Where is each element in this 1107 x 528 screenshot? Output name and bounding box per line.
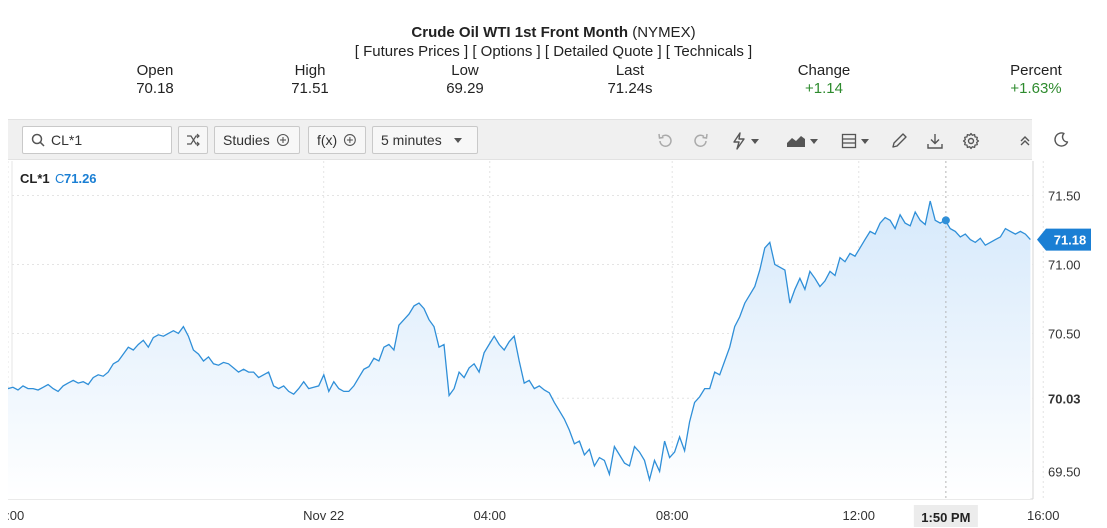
- crosshair-point: [941, 216, 950, 225]
- collapse-icon[interactable]: [1014, 130, 1036, 152]
- price-chart-svg[interactable]: 71.50 71.00 70.50 70.03 69.50 20:00 Nov 22 04:0…: [0, 161, 1107, 528]
- y-tick-label: 69.50: [1048, 464, 1081, 479]
- redo-icon[interactable]: [690, 130, 712, 152]
- last-price-tag: [1037, 228, 1091, 251]
- download-icon[interactable]: [924, 130, 946, 152]
- studies-label: Studies: [223, 132, 270, 148]
- price-area-fill: [8, 201, 1031, 499]
- x-tick-label: Nov 22: [303, 508, 344, 523]
- undo-icon[interactable]: [654, 130, 676, 152]
- stat-label: High: [294, 62, 326, 79]
- dark-mode-icon[interactable]: [1050, 129, 1072, 151]
- stat-value: 70.18: [136, 80, 174, 97]
- fx-label: f(x): [317, 132, 338, 148]
- stat-value: 71.24s: [607, 80, 653, 97]
- stat-percent: Percent +1.63%: [996, 62, 1076, 98]
- stat-label: Open: [136, 62, 174, 79]
- x-tick-label: 16:00: [1027, 508, 1060, 523]
- y-tick-label: 70.50: [1048, 326, 1081, 341]
- search-icon: [31, 133, 45, 147]
- chevron-down-icon: [810, 138, 818, 144]
- page-title: Crude Oil WTI 1st Front Month (NYMEX): [0, 24, 1107, 41]
- studies-button[interactable]: Studies: [214, 126, 300, 154]
- layout-icon: [841, 133, 857, 149]
- lightning-menu[interactable]: [726, 130, 764, 152]
- stat-last: Last 71.24s: [596, 62, 664, 98]
- y-tick-label: 71.50: [1048, 188, 1081, 203]
- x-tick-label: 12:00: [842, 508, 875, 523]
- settings-icon[interactable]: [960, 130, 982, 152]
- legend-symbol: CL*1: [20, 171, 50, 186]
- stat-value: +1.63%: [1010, 80, 1062, 97]
- compare-button[interactable]: [178, 126, 208, 154]
- link-futures-prices[interactable]: [ Futures Prices ]: [354, 43, 469, 60]
- interval-label: 5 minutes: [381, 132, 442, 148]
- x-tick-label: 04:00: [473, 508, 506, 523]
- crosshair-time-box: [913, 505, 978, 527]
- pencil-icon[interactable]: [888, 130, 910, 152]
- link-technicals[interactable]: [ Technicals ]: [665, 43, 753, 60]
- plus-circle-icon: [276, 133, 289, 147]
- stat-open: Open 70.18: [121, 62, 189, 98]
- stat-value: 71.51: [291, 80, 329, 97]
- chevron-down-icon: [453, 137, 462, 143]
- link-options[interactable]: [ Options ]: [472, 43, 541, 60]
- crosshair-time-label: 1:50 PM: [921, 510, 970, 525]
- stat-label: Change: [797, 62, 851, 79]
- price-chart[interactable]: 71.50 71.00 70.50 70.03 69.50 20:00 Nov 22 04:0…: [0, 161, 1107, 528]
- lightning-icon: [733, 132, 745, 150]
- y-tick-label: 71.00: [1048, 257, 1081, 272]
- area-chart-icon: [787, 136, 805, 147]
- compare-icon: [187, 133, 200, 147]
- stat-high: High 71.51: [276, 62, 344, 98]
- stat-label: Last: [615, 62, 645, 79]
- title-exchange: (NYMEX): [632, 24, 696, 41]
- title-name: Crude Oil WTI 1st Front Month: [411, 24, 629, 41]
- chart-toolbar: Studies f(x) 5 minutes: [8, 119, 1032, 160]
- chevron-down-icon: [861, 138, 869, 144]
- chevron-down-icon: [751, 138, 759, 144]
- x-tick-label: 08:00: [656, 508, 689, 523]
- fx-button[interactable]: f(x): [308, 126, 366, 154]
- stat-label: Percent: [1010, 62, 1062, 79]
- interval-select[interactable]: 5 minutes: [372, 126, 478, 154]
- last-price-label: 71.18: [1054, 233, 1087, 248]
- y-tick-label: 70.03: [1048, 391, 1081, 406]
- symbol-input[interactable]: [51, 132, 161, 148]
- symbol-search[interactable]: [22, 126, 172, 154]
- layout-menu[interactable]: [836, 130, 874, 152]
- price-line: [7, 200, 1031, 483]
- plus-circle-icon: [344, 134, 357, 146]
- stat-value: +1.14: [805, 80, 843, 97]
- stat-low: Low 69.29: [431, 62, 499, 98]
- chart-type-menu[interactable]: [782, 130, 822, 152]
- quote-links: [ Futures Prices ] [ Options ] [ Detaile…: [0, 43, 1107, 60]
- link-detailed-quote[interactable]: [ Detailed Quote ]: [544, 43, 662, 60]
- legend-prefix: C: [55, 171, 64, 186]
- stat-label: Low: [451, 62, 479, 79]
- stat-change: Change +1.14: [784, 62, 864, 98]
- legend-value: 71.26: [64, 171, 97, 186]
- stat-value: 69.29: [446, 80, 484, 97]
- x-tick-label: 20:00: [8, 508, 24, 523]
